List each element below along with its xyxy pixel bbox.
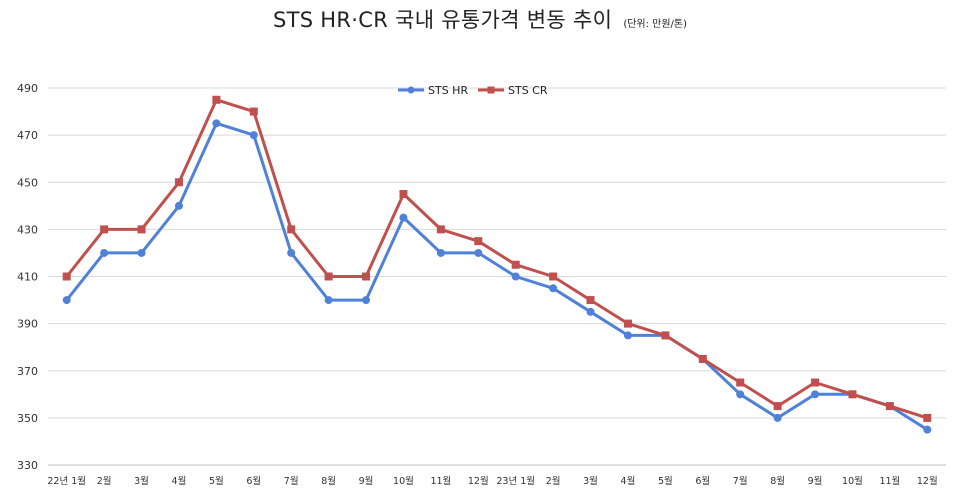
data-point [287,248,296,257]
x-tick-label: 4월 [172,475,187,487]
x-tick-label: 8월 [321,475,336,487]
x-tick-label: 7월 [733,475,748,487]
x-tick-label: 4월 [621,475,636,487]
y-tick-label: 370 [17,365,38,378]
x-tick-label: 2월 [97,475,112,487]
x-tick-label: 6월 [246,475,261,487]
data-point [399,190,408,199]
data-point [885,402,894,411]
y-tick-label: 330 [17,459,38,472]
x-tick-label: 2월 [546,475,561,487]
y-tick-label: 350 [17,412,38,425]
data-point [249,131,258,140]
x-tick-label: 5월 [658,475,673,487]
data-point [586,307,595,316]
series-line [65,98,929,420]
data-point [212,95,221,104]
data-point [736,378,745,387]
legend-marker [407,86,415,94]
data-point [511,260,520,269]
data-point [848,390,857,399]
data-point [100,248,109,257]
x-tick-label: 9월 [359,475,374,487]
data-point [174,201,183,210]
data-point [773,413,782,422]
y-tick-label: 450 [17,176,38,189]
y-tick-label: 490 [17,82,38,95]
data-point [698,354,707,363]
data-point [586,296,595,305]
x-tick-label: 11월 [430,475,451,487]
x-tick-label: 22년 1월 [47,475,86,487]
y-tick-label: 390 [17,318,38,331]
data-point [399,213,408,222]
data-point [212,119,221,128]
unit-label: (단위: 만원/톤) [623,19,688,30]
data-point [324,296,333,305]
x-tick-label: 12월 [468,475,489,487]
data-point [100,225,109,234]
data-point [623,319,632,328]
data-point [137,248,146,257]
data-point [436,225,445,234]
chart-title-text: STS HR·CR 국내 유통가격 변동 추이 [272,8,613,32]
data-point [773,402,782,411]
data-point [62,272,71,281]
legend-label: STS CR [508,84,548,97]
data-point [249,107,258,116]
legend-label: STS HR [428,84,468,97]
data-point [362,296,371,305]
data-point [287,225,296,234]
y-tick-label: 430 [17,223,38,236]
legend-marker [487,86,495,94]
data-point [511,272,520,281]
x-tick-label: 23년 1월 [496,475,535,487]
x-tick-label: 3월 [134,475,149,487]
x-tick-label: 10월 [393,475,414,487]
data-point [736,390,745,399]
data-point [549,272,558,281]
data-point [474,248,483,257]
x-tick-label: 8월 [770,475,785,487]
data-point [923,425,932,434]
y-tick-label: 470 [17,129,38,142]
data-point [923,413,932,422]
data-point [661,331,670,340]
x-tick-label: 6월 [695,475,710,487]
x-tick-label: 5월 [209,475,224,487]
data-point [474,237,483,246]
data-point [549,284,558,293]
data-point [324,272,333,281]
x-tick-label: 3월 [583,475,598,487]
data-point [62,296,71,305]
data-point [174,178,183,187]
data-point [811,378,820,387]
data-point [811,390,820,399]
chart-title: STS HR·CR 국내 유통가격 변동 추이 (단위: 만원/톤) [0,4,960,34]
x-tick-label: 7월 [284,475,299,487]
series-line [65,121,929,432]
x-tick-label: 12월 [917,475,938,487]
data-point [137,225,146,234]
data-point [436,248,445,257]
x-tick-label: 11월 [879,475,900,487]
x-tick-label: 9월 [808,475,823,487]
x-tick-label: 10월 [842,475,863,487]
data-point [623,331,632,340]
y-tick-label: 410 [17,271,38,284]
data-point [362,272,371,281]
